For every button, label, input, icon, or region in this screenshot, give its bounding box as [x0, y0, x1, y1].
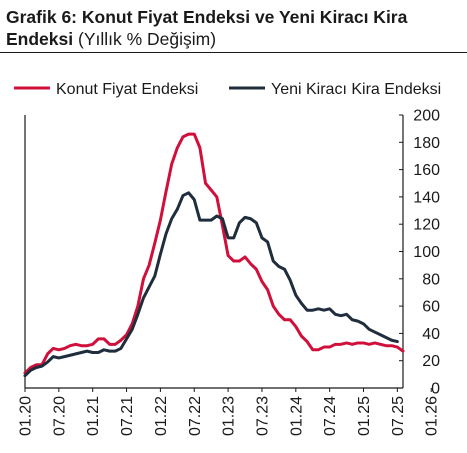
x-tick-label: 01.21 — [85, 396, 102, 436]
x-tick-label: 01.26 — [424, 396, 441, 436]
y-tick-label: 20 — [422, 353, 440, 370]
y-tick-label: 60 — [422, 299, 440, 316]
x-tick-label: 07.23 — [254, 396, 271, 436]
y-tick-label: 80 — [422, 271, 440, 288]
x-tick-label: 01.23 — [221, 396, 238, 436]
x-tick-label: 07.25 — [390, 396, 407, 436]
legend-label: Konut Fiyat Endeksi — [56, 81, 198, 98]
chart-title-subtitle: (Yıllık % Değişim) — [78, 29, 217, 49]
y-tick-label: 0 — [431, 381, 440, 398]
y-tick-label: 40 — [422, 326, 440, 343]
y-tick-label: 160 — [413, 162, 440, 179]
x-tick-label: 01.25 — [356, 396, 373, 436]
title-divider — [0, 52, 467, 53]
chart-title-bold: Grafik 6: Konut Fiyat Endeksi ve Yeni Ki… — [6, 7, 408, 49]
chart-title: Grafik 6: Konut Fiyat Endeksi ve Yeni Ki… — [6, 6, 462, 50]
x-tick-label: 07.20 — [51, 396, 68, 436]
x-tick-label: 01.20 — [18, 396, 35, 436]
y-tick-label: 120 — [413, 217, 440, 234]
x-tick-label: 07.21 — [119, 396, 136, 436]
legend-label: Yeni Kiracı Kira Endeksi — [271, 81, 441, 98]
y-tick-label: 140 — [413, 189, 440, 206]
x-tick-label: 07.24 — [322, 396, 339, 436]
x-tick-label: 01.24 — [288, 396, 305, 436]
y-tick-label: 200 — [413, 108, 440, 125]
x-tick-label: 07.22 — [187, 396, 204, 436]
y-tick-label: 180 — [413, 135, 440, 152]
x-tick-label: 01.22 — [153, 396, 170, 436]
series-line-yeni-kiraci-kira — [23, 191, 399, 378]
y-tick-label: 100 — [413, 244, 440, 261]
series-line-konut-fiyat — [23, 132, 405, 375]
